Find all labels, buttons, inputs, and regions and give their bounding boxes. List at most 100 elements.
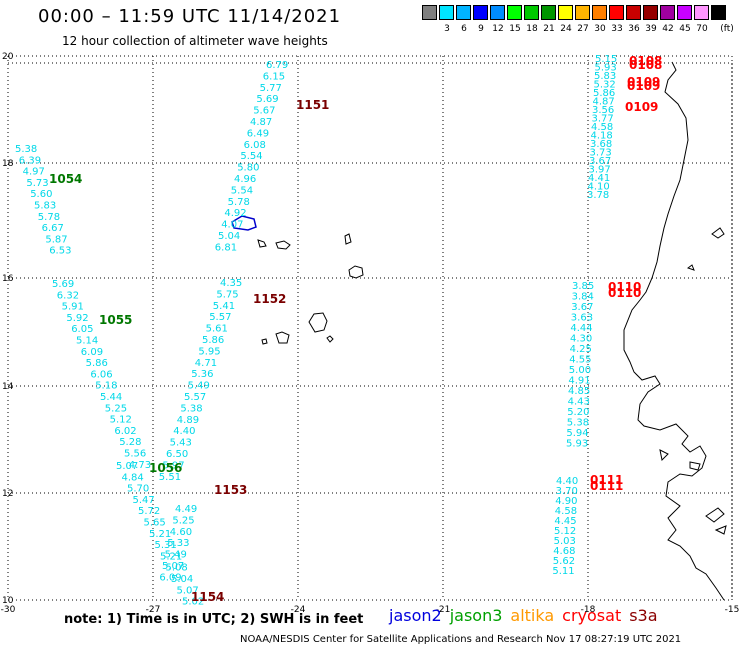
wave-height-value: 3.97 bbox=[589, 165, 611, 176]
wave-height-value: 6.53 bbox=[49, 246, 71, 257]
wave-height-value: 4.10 bbox=[588, 182, 610, 193]
wave-height-value: 4.91 bbox=[568, 376, 590, 387]
wave-height-value: 3.68 bbox=[590, 139, 612, 150]
wave-height-value: 5.72 bbox=[138, 506, 160, 517]
wave-height-value: 5.33 bbox=[167, 538, 189, 549]
color-swatch bbox=[473, 5, 488, 20]
color-swatch bbox=[643, 5, 658, 20]
color-swatch bbox=[592, 5, 607, 20]
wave-height-value: 5.93 bbox=[595, 63, 617, 74]
track-label-1154: 1154 bbox=[191, 590, 224, 604]
wave-height-value: 5.78 bbox=[38, 212, 60, 223]
wave-height-value: 5.57 bbox=[184, 392, 206, 403]
wave-height-value: 6.39 bbox=[19, 155, 41, 166]
track-label-0111b: 0111 bbox=[590, 479, 623, 493]
track-label-0110b: 0110 bbox=[608, 286, 641, 300]
wave-height-value: 3.56 bbox=[592, 105, 614, 116]
lat-lon-grid bbox=[7, 55, 733, 601]
wave-height-value: 5.11 bbox=[552, 566, 574, 577]
wave-height-value: 4.25 bbox=[570, 344, 592, 355]
wave-height-value: 5.94 bbox=[566, 428, 588, 439]
color-scale-label: 45 bbox=[679, 24, 691, 34]
wave-height-value: 6.32 bbox=[57, 290, 79, 301]
wave-height-value: 3.63 bbox=[571, 313, 593, 324]
wave-height-value: 5.21 bbox=[160, 551, 182, 562]
wave-height-value: 5.93 bbox=[566, 439, 588, 450]
legend-item-altika: altika bbox=[510, 606, 555, 625]
track-label-1152: 1152 bbox=[253, 292, 286, 306]
wave-height-value: 5.65 bbox=[144, 518, 166, 529]
legend-item-cryosat: cryosat bbox=[562, 606, 622, 625]
wave-height-value: 5.86 bbox=[593, 88, 615, 99]
legend-item-jason2: jason2 bbox=[389, 606, 442, 625]
wave-height-value: 5.77 bbox=[260, 83, 282, 94]
wave-height-value: 6.09 bbox=[159, 572, 181, 583]
wave-height-value: 5.41 bbox=[213, 301, 235, 312]
wave-height-value: 5.36 bbox=[191, 369, 213, 380]
wave-height-value: 5.49 bbox=[188, 381, 210, 392]
wave-height-value: 5.78 bbox=[228, 197, 250, 208]
track-label-1054: 1054 bbox=[49, 172, 82, 186]
color-swatch bbox=[507, 5, 522, 20]
wave-height-value: 6.08 bbox=[244, 140, 266, 151]
wave-height-value: 5.92 bbox=[66, 313, 88, 324]
wave-height-value: 5.86 bbox=[202, 335, 224, 346]
wave-height-value: 5.67 bbox=[253, 106, 275, 117]
color-scale-label: 18 bbox=[526, 24, 538, 34]
color-scale-label: 21 bbox=[543, 24, 555, 34]
color-swatch bbox=[422, 5, 437, 20]
wave-height-value: 5.02 bbox=[182, 597, 204, 608]
color-scale-label: 12 bbox=[492, 24, 504, 34]
wave-height-value: 5.20 bbox=[567, 407, 589, 418]
wave-height-value: 3.77 bbox=[592, 114, 614, 125]
track-label-1153: 1153 bbox=[214, 483, 247, 497]
wave-height-value: 6.50 bbox=[166, 449, 188, 460]
wave-height-value: 5.80 bbox=[237, 163, 259, 174]
coastline bbox=[623, 61, 725, 601]
color-scale-label: 36 bbox=[628, 24, 640, 34]
wave-height-value: 5.25 bbox=[105, 403, 127, 414]
wave-height-value: 5.12 bbox=[554, 526, 576, 537]
wave-height-value: 5.54 bbox=[240, 151, 262, 162]
wave-height-value: 6.49 bbox=[247, 128, 269, 139]
wave-height-value: 5.44 bbox=[100, 392, 122, 403]
wave-height-value: 5.83 bbox=[34, 201, 56, 212]
wave-height-value: 6.81 bbox=[215, 242, 237, 253]
x-tick-label: -24 bbox=[291, 605, 306, 615]
wave-height-value: 6.79 bbox=[266, 60, 288, 71]
wave-height-value: 5.54 bbox=[231, 185, 253, 196]
wave-height-value: 4.44 bbox=[570, 323, 592, 334]
wave-height-value: 4.73 bbox=[129, 460, 151, 471]
altimeter-tracks: 5.386.394.975.735.605.835.786.675.876.53… bbox=[15, 54, 617, 608]
color-swatch bbox=[439, 5, 454, 20]
color-swatch bbox=[660, 5, 675, 20]
color-scale-label: 30 bbox=[594, 24, 606, 34]
wave-height-value: 5.38 bbox=[567, 418, 589, 429]
wave-height-value: 5.75 bbox=[216, 289, 238, 300]
color-swatch bbox=[524, 5, 539, 20]
y-tick-label: 20 bbox=[2, 52, 14, 62]
wave-height-value: 5.28 bbox=[119, 437, 141, 448]
y-tick-label: 10 bbox=[2, 596, 14, 606]
wave-height-value: 5.15 bbox=[595, 54, 617, 65]
wave-height-value: 5.03 bbox=[554, 536, 576, 547]
wave-height-value: 4.85 bbox=[568, 386, 590, 397]
island-outline-blue bbox=[231, 215, 257, 231]
wave-height-value: 4.18 bbox=[591, 131, 613, 142]
wave-height-value: 5.21 bbox=[149, 529, 171, 540]
wave-height-value: 5.08 bbox=[166, 563, 188, 574]
wave-height-value: 5.18 bbox=[95, 381, 117, 392]
wave-height-value: 4.55 bbox=[569, 355, 591, 366]
island-outlines bbox=[257, 233, 364, 345]
wave-height-value: 5.00 bbox=[569, 365, 591, 376]
wave-height-value: 6.15 bbox=[263, 71, 285, 82]
wave-height-value: 4.89 bbox=[177, 415, 199, 426]
legend-item-s3a: s3a bbox=[629, 606, 658, 625]
color-swatch bbox=[677, 5, 692, 20]
footnote: note: 1) Time is in UTC; 2) SWH is in fe… bbox=[64, 612, 364, 627]
color-swatch bbox=[456, 5, 471, 20]
wave-height-value: 4.30 bbox=[570, 334, 592, 345]
wave-height-value: 5.86 bbox=[86, 358, 108, 369]
color-swatch bbox=[626, 5, 641, 20]
